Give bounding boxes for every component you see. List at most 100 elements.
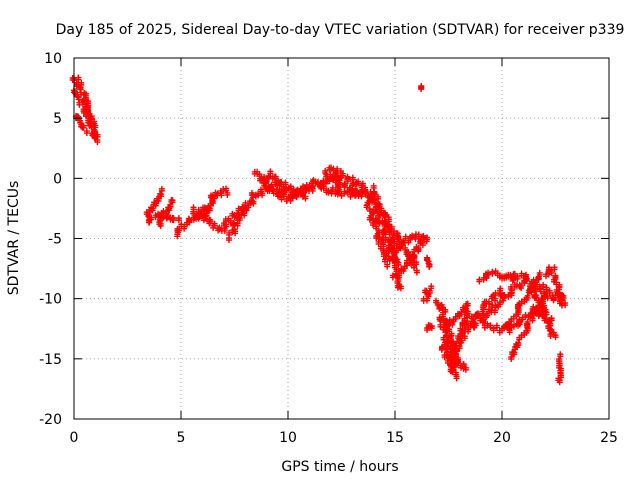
data-point — [388, 228, 395, 235]
data-point — [464, 310, 471, 317]
data-point — [259, 192, 266, 199]
x-axis-label: GPS time / hours — [281, 459, 398, 475]
data-point — [379, 236, 386, 243]
data-point — [207, 194, 214, 201]
y-tick-label: 0 — [53, 171, 62, 187]
grid-lines — [74, 58, 609, 419]
data-point — [543, 286, 550, 293]
data-point — [410, 264, 417, 271]
data-point — [480, 306, 487, 313]
data-point — [464, 302, 471, 309]
data-point — [462, 328, 469, 335]
data-point — [453, 375, 460, 382]
data-point — [190, 210, 197, 217]
data-point — [507, 285, 514, 292]
data-point — [363, 204, 370, 211]
data-track — [226, 197, 257, 244]
data-track — [424, 254, 433, 270]
data-point — [371, 199, 378, 206]
data-track — [70, 87, 101, 146]
data-point — [534, 283, 541, 290]
data-track — [420, 283, 435, 304]
data-point — [389, 274, 396, 281]
x-tick-label: 5 — [177, 430, 186, 446]
data-point — [426, 263, 433, 270]
data-point — [461, 335, 468, 342]
data-track — [456, 285, 504, 346]
data-point — [386, 231, 393, 238]
data-point — [221, 227, 228, 234]
data-point — [557, 353, 564, 360]
data-point — [542, 308, 549, 315]
data-point — [353, 181, 360, 188]
data-point — [548, 269, 555, 276]
data-point — [323, 189, 330, 196]
data-point — [344, 176, 351, 183]
data-point — [451, 360, 457, 367]
data-point — [339, 172, 346, 179]
data-point — [418, 86, 425, 93]
data-point — [465, 324, 472, 331]
data-point — [491, 309, 498, 316]
data-point — [212, 191, 219, 198]
data-point — [462, 366, 469, 373]
data-point — [359, 191, 366, 198]
data-point — [226, 237, 233, 244]
data-point — [485, 300, 492, 307]
data-point — [544, 295, 551, 302]
data-point — [158, 187, 165, 194]
data-point — [476, 278, 483, 285]
data-point — [527, 288, 534, 295]
data-track — [537, 295, 559, 341]
data-point — [349, 190, 356, 197]
data-point — [223, 223, 230, 230]
data-points — [69, 74, 569, 386]
data-point — [267, 170, 274, 177]
data-point — [487, 324, 494, 331]
data-point — [324, 177, 331, 184]
data-point — [428, 325, 435, 332]
data-point — [163, 210, 170, 217]
data-point — [167, 203, 174, 210]
x-tick-label: 15 — [386, 430, 404, 446]
data-point — [388, 248, 395, 255]
data-point — [492, 292, 499, 299]
data-point — [418, 239, 425, 246]
data-point — [330, 177, 337, 184]
data-point — [261, 182, 268, 189]
data-point — [425, 260, 432, 267]
data-point — [423, 238, 430, 245]
data-track — [145, 209, 182, 226]
data-point — [381, 219, 388, 226]
data-point — [195, 215, 202, 222]
data-point — [94, 139, 101, 146]
data-point — [496, 301, 503, 308]
data-point — [166, 207, 173, 214]
data-point — [556, 379, 563, 386]
data-point — [234, 214, 241, 221]
data-point — [75, 96, 82, 103]
data-point — [148, 216, 155, 223]
data-point — [375, 203, 382, 210]
data-point — [299, 193, 306, 200]
data-point — [231, 228, 238, 235]
data-point — [75, 76, 82, 83]
data-point — [241, 212, 248, 219]
data-point — [423, 289, 430, 296]
data-point — [308, 184, 315, 191]
data-point — [364, 201, 371, 208]
data-point — [413, 269, 420, 276]
data-point — [210, 224, 217, 231]
data-point — [490, 327, 497, 334]
data-track — [555, 351, 565, 386]
data-point — [447, 357, 454, 364]
data-point — [210, 200, 217, 207]
data-point — [380, 231, 387, 238]
data-point — [450, 318, 457, 325]
data-point — [505, 293, 512, 300]
data-point — [550, 297, 557, 304]
data-point — [297, 188, 304, 195]
data-point — [403, 259, 410, 266]
data-point — [245, 204, 252, 211]
data-point — [483, 314, 490, 321]
